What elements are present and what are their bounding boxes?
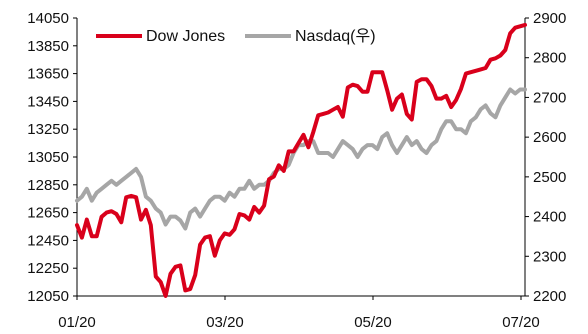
x-axis: 01/20 03/20 05/20 07/20 [58,295,540,331]
left-tick-label: 12250 [27,260,69,277]
right-tick-label: 2600 [533,129,566,146]
left-axis: 12050 12250 12450 12650 12850 13050 13250 13450… [27,10,78,305]
left-tick-label: 13250 [27,121,69,138]
right-tick-label: 2900 [533,10,566,27]
left-tick-label: 12050 [27,288,69,305]
legend-label-dow-jones: Dow Jones [146,28,225,45]
left-tick-label: 13450 [27,93,69,110]
left-tick-label: 12650 [27,205,69,222]
right-tick-label: 2500 [533,169,566,186]
right-tick-label: 2200 [533,288,566,305]
x-tick-label: 07/20 [502,314,540,331]
x-tick-label: 05/20 [354,314,392,331]
left-tick-label: 13650 [27,66,69,83]
series-layer [75,22,527,298]
left-tick-label: 13050 [27,149,69,166]
x-tick-label: 01/20 [58,314,96,331]
x-tick-labels: 01/20 03/20 05/20 07/20 [58,296,540,331]
right-tick-label: 2300 [533,248,566,265]
left-tick-label: 12850 [27,177,69,194]
right-tick-label: 2400 [533,209,566,226]
x-tick-label: 03/20 [206,314,244,331]
left-tick-labels: 12050 12250 12450 12650 12850 13050 13250 13450… [27,10,77,305]
right-axis: 2200 2300 2400 2500 2600 2700 2800 2900 [524,10,566,305]
right-tick-labels: 2200 2300 2400 2500 2600 2700 2800 2900 [525,10,566,305]
series-line-nasdaq [75,87,527,231]
left-tick-label: 14050 [27,10,69,27]
left-tick-label: 13850 [27,38,69,55]
left-tick-label: 12450 [27,232,69,249]
series-line-dow-jones [75,22,527,298]
right-tick-label: 2800 [533,50,566,67]
legend: Dow Jones Nasdaq(우) [96,28,376,45]
legend-label-nasdaq: Nasdaq(우) [295,28,376,45]
right-tick-label: 2700 [533,89,566,106]
